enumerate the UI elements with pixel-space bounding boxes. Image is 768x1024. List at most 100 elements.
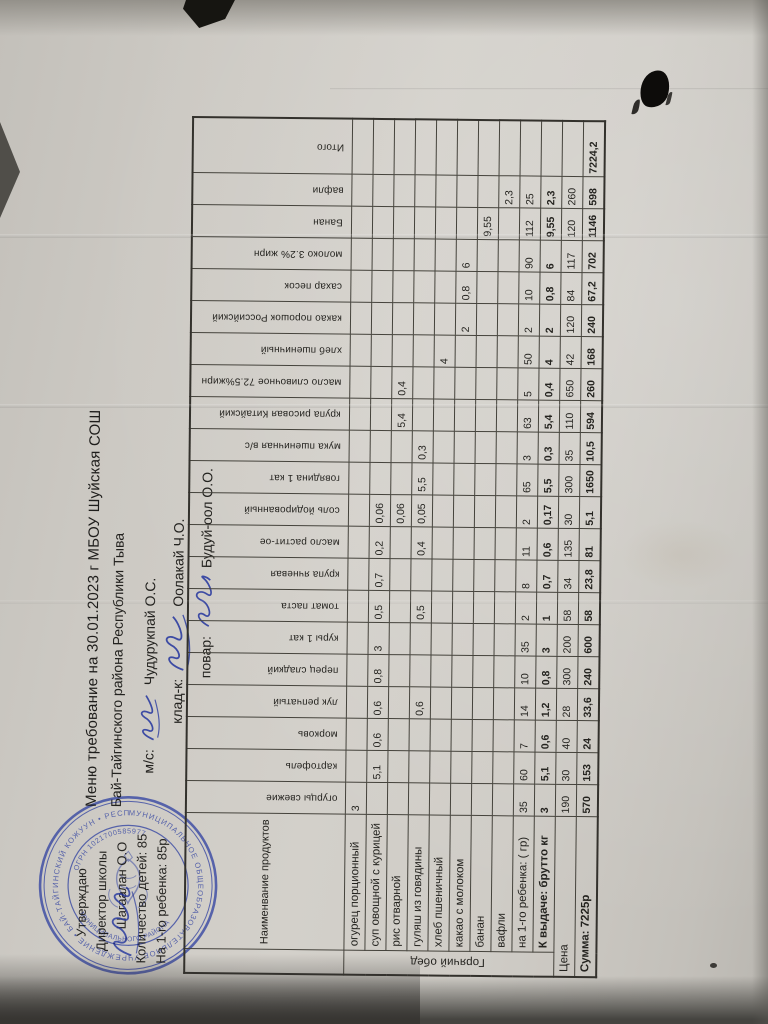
table-cell [497,272,520,305]
table-cell [496,400,518,433]
table-cell: 168 [581,337,603,370]
table-cell [493,688,515,721]
staff-line-nurse: м/с: Чудурукпай О.С. [135,578,163,774]
table-cell: 50 [518,336,540,369]
table-cell: 0,6 [367,686,389,720]
table-cell [351,206,373,239]
table-cell [370,398,392,432]
table-cell: 0,6 [534,720,557,753]
table-cell: 1146 [582,209,605,242]
table-cell [475,367,498,401]
table-cell [493,656,515,689]
table-cell [369,462,392,496]
table-cell [493,624,516,657]
table-cell: 81 [578,529,601,562]
product-column-header: сахар песок [191,268,352,303]
table-cell: 0,6 [409,687,431,720]
product-column-header: какао порошок Российский [190,300,351,335]
product-column-header: огурцы свежие [185,780,346,815]
table-cell: 10 [514,656,536,689]
table-cell [471,751,493,785]
table-cell [432,527,454,560]
table-cell: 4 [539,336,561,369]
table-cell [387,783,409,816]
storekeeper-signature-icon [165,614,191,671]
table-cell: 42 [560,336,582,370]
table-cell [451,655,473,688]
product-column-header: куры 1 кат [187,620,348,655]
table-cell [498,208,520,241]
svg-text:МУНИЦИПАЛЬНОГО РАЙОНА: МУНИЦИПАЛЬНОГО РАЙОНА [78,911,172,944]
table-cell [349,430,371,463]
table-cell [499,120,521,177]
row-label: хлеб пшеничный [427,815,451,952]
table-cell: 8 [515,560,537,593]
table-cell: 5 [517,368,540,401]
products-column-header: Наименвание продуктов [184,812,346,951]
table-cell: 40 [555,720,578,754]
table-cell [450,751,472,784]
table-cell: 65 [516,464,539,497]
table-cell: 110 [559,400,581,434]
table-cell: 9,55 [477,207,499,241]
table-cell: 3 [534,784,556,817]
table-cell: 90 [519,240,541,273]
table-cell [496,368,519,401]
table-cell: 10 [518,272,541,305]
table-cell [456,207,478,240]
table-cell: 2 [539,304,561,337]
table-cell: 2 [518,304,540,337]
stamp-emblem-icon [108,850,148,908]
table-cell [410,559,433,592]
row-label: суп овощной с курицей [364,814,388,952]
table-cell [413,335,435,368]
table-cell [350,270,373,303]
table-cell [453,527,475,560]
table-cell [474,527,496,561]
table-cell [430,623,453,656]
table-cell [392,335,414,368]
table-cell [408,751,430,784]
table-cell: 594 [580,401,603,434]
table-cell: 240 [581,305,604,338]
section-label-cell: Горячий обед [343,950,554,977]
table-cell [494,560,517,593]
table-cell [433,367,456,400]
table-cell: 10,5 [580,433,602,466]
table-cell: 1,2 [535,688,557,721]
table-cell [414,239,436,272]
table-cell: 600 [577,625,600,658]
table-cell: 6 [456,239,478,272]
table-cell: 35 [513,784,535,817]
table-cell [474,495,496,529]
table-cell [366,782,388,816]
product-column-header: мука пшеничная в/с [189,428,350,463]
staff-role-nurse: м/с: [140,749,157,774]
table-cell [497,304,519,337]
table-cell [412,399,434,432]
table-cell [497,336,519,369]
table-cell [456,175,479,208]
product-column-header: хлеб пшеничный [190,332,351,367]
product-column-header: молоко 3.2% жирн [191,236,352,271]
table-cell [476,271,499,305]
table-cell [477,175,500,209]
table-cell: 3 [345,782,367,815]
table-cell: 120 [561,208,583,242]
table-cell [429,783,451,816]
table-cell [476,335,498,369]
table-cell [471,783,493,817]
table-cell: 240 [577,657,600,690]
table-cell: 0,2 [369,526,391,560]
table-cell: 200 [556,624,579,658]
row-label: К выдаче: брутто кг [532,816,556,953]
table-cell [347,590,369,623]
row-label: банан [469,815,493,953]
table-cell [434,303,456,336]
corner-cell [184,948,344,975]
table-cell [430,655,452,688]
table-cell: 23,8 [578,561,601,594]
table-cell [496,432,518,465]
table-cell [435,239,457,272]
